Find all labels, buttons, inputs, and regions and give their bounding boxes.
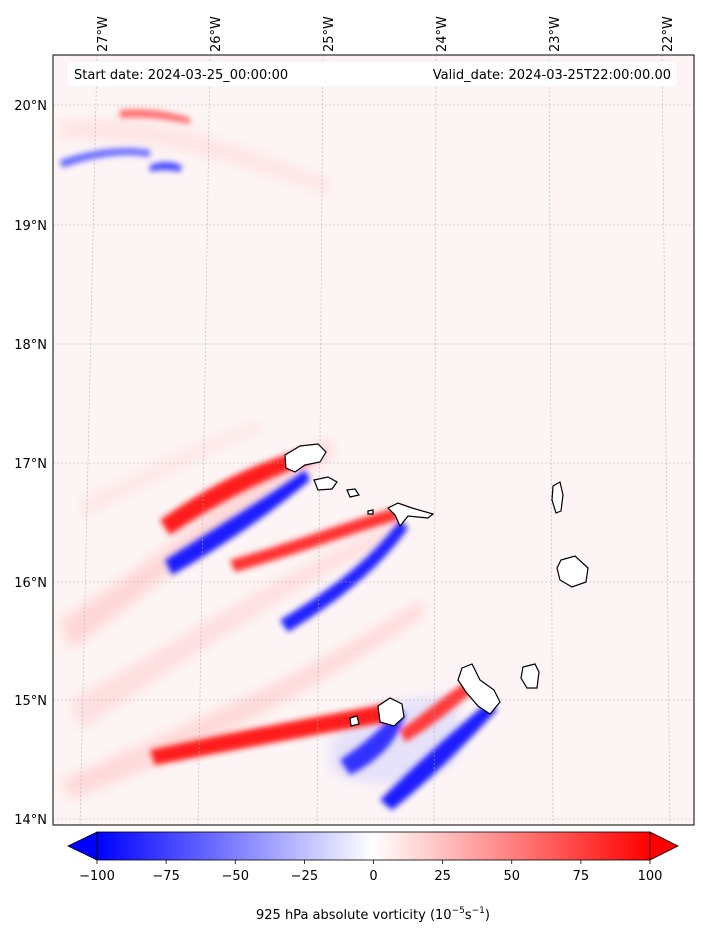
colorbar-tick-label: 0 — [369, 869, 377, 884]
header-box — [68, 62, 676, 86]
island-small — [367, 509, 374, 515]
island-santo-antao — [284, 443, 327, 473]
lat-tick-label: 20°N — [14, 99, 47, 114]
map-background — [53, 55, 694, 825]
colorbar-tick-label: −75 — [152, 869, 179, 884]
valid-date-label: Valid_date: 2024-03-25T22:00:00.00 — [433, 68, 671, 83]
lon-tick-label: 22°W — [661, 16, 676, 52]
start-date-label: Start date: 2024-03-25_00:00:00 — [74, 68, 288, 83]
island-sao-nicolau — [386, 502, 435, 528]
island-sal — [551, 481, 564, 514]
lon-tick-label: 24°W — [435, 16, 450, 52]
lat-tick-label: 16°N — [14, 576, 47, 591]
island-santiago — [457, 663, 501, 715]
island-fogo — [377, 697, 405, 727]
colorbar-tick-label: 25 — [434, 869, 451, 884]
gridlines — [53, 55, 694, 825]
colorbar-ticks: −100 −75 −50 −25 0 25 50 75 100 — [79, 860, 662, 884]
colorbar-tick-label: −50 — [222, 869, 249, 884]
lat-tick-label: 19°N — [14, 219, 47, 234]
island-brava — [349, 715, 360, 727]
lat-tick-label: 18°N — [14, 338, 47, 353]
lat-tick-label: 15°N — [14, 694, 47, 709]
colorbar-label-exp1: −5 — [452, 906, 465, 916]
island-maio — [520, 663, 540, 689]
colorbar-tick-label: 50 — [503, 869, 520, 884]
colorbar-label-exp2: −1 — [472, 906, 485, 916]
colorbar-tick-label: −25 — [291, 869, 318, 884]
lon-tick-label: 23°W — [548, 16, 563, 52]
colorbar-label-text: 925 hPa absolute vorticity (10 — [256, 908, 452, 923]
colorbar-extend-left — [67, 831, 98, 861]
colorbar-extend-right — [649, 831, 679, 861]
map-frame — [52, 54, 695, 826]
island-sao-vicente — [313, 476, 338, 491]
colorbar-label-close: ) — [485, 908, 490, 923]
lon-tick-label: 25°W — [322, 16, 337, 52]
colorbar-label: 925 hPa absolute vorticity (10−5s−1) — [256, 906, 490, 923]
colorbar-label-mid: s — [465, 908, 472, 923]
lon-tick-label: 26°W — [209, 16, 224, 52]
colorbar: −100 −75 −50 −25 0 25 50 75 100 925 hPa absolute… — [67, 831, 679, 923]
island-boa-vista — [556, 555, 589, 588]
lat-tick-label: 17°N — [14, 457, 47, 472]
colorbar-tick-label: 100 — [638, 869, 663, 884]
coastlines — [284, 443, 589, 727]
colorbar-gradient — [96, 831, 651, 861]
lat-tick-labels: 20°N 19°N 18°N 17°N 16°N 15°N 14°N — [14, 99, 47, 828]
colorbar-tick-label: 75 — [573, 869, 590, 884]
lon-tick-label: 27°W — [96, 16, 111, 52]
colorbar-tick-label: −100 — [79, 869, 115, 884]
lon-tick-labels: 27°W 26°W 25°W 24°W 23°W 22°W — [96, 16, 676, 52]
lat-tick-label: 14°N — [14, 813, 47, 828]
island-santa-luzia — [346, 488, 360, 498]
